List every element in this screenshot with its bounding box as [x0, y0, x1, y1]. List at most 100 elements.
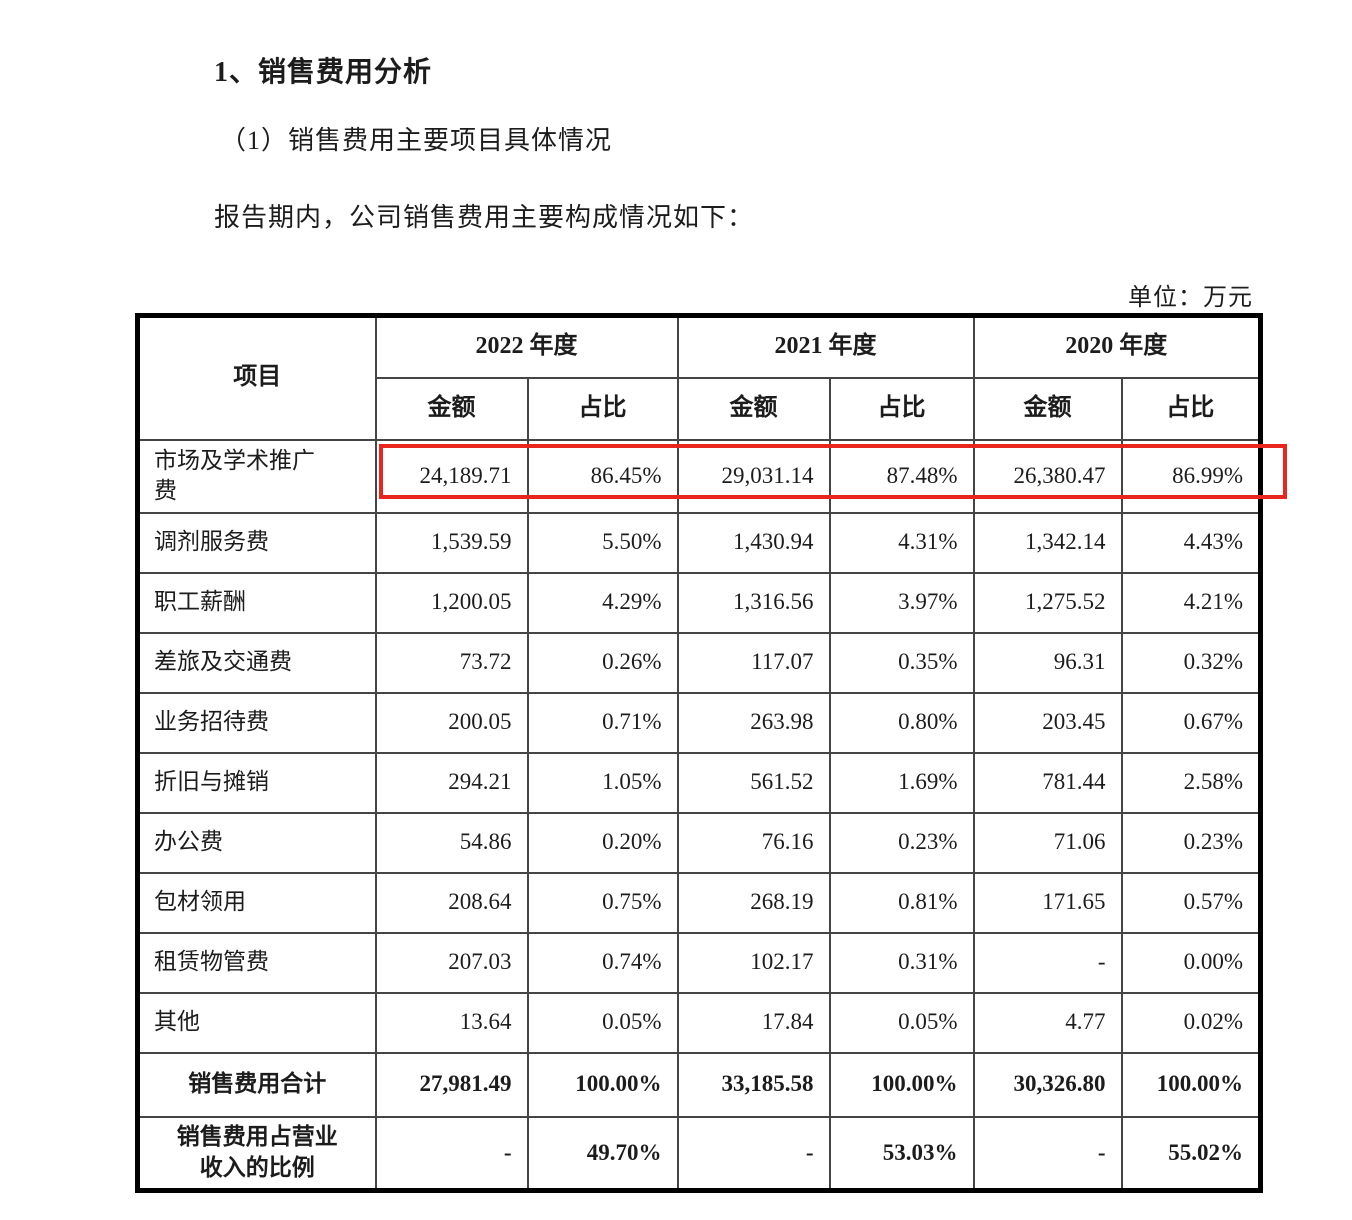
table-row: 差旅及交通费 73.72 0.26% 117.07 0.35% 96.31 0.… [136, 631, 1262, 694]
cell-value: 27,981.49 [374, 1051, 529, 1118]
cell-value: 1,316.56 [676, 571, 831, 634]
row-label: 其他 [136, 991, 377, 1054]
table-row: 租赁物管费 207.03 0.74% 102.17 0.31% - 0.00% [136, 931, 1262, 994]
unit-label: 单位：万元 [1128, 285, 1253, 311]
cell-value: 0.05% [526, 991, 679, 1054]
table-row: 职工薪酬 1,200.05 4.29% 1,316.56 3.97% 1,275… [136, 571, 1262, 634]
cell-value: 3.97% [828, 571, 975, 634]
header-amount-2020: 金额 [972, 376, 1123, 441]
cell-value: 54.86 [374, 811, 529, 874]
table-header-years: 项目 2022 年度 2021 年度 2020 年度 [136, 314, 1262, 441]
cell-value: 171.65 [972, 871, 1123, 934]
row-label: 调剂服务费 [136, 511, 377, 574]
cell-value: 1.05% [526, 751, 679, 814]
header-ratio-2020: 占比 [1120, 376, 1262, 441]
cell-value: 71.06 [972, 811, 1123, 874]
header-amount-2022: 金额 [374, 376, 529, 441]
cell-value: 13.64 [374, 991, 529, 1054]
cell-value: 0.67% [1120, 691, 1262, 754]
cell-value: 0.81% [828, 871, 975, 934]
cell-value: 0.57% [1120, 871, 1262, 934]
cell-value: 208.64 [374, 871, 529, 934]
table-row: 业务招待费 200.05 0.71% 263.98 0.80% 203.45 0… [136, 691, 1262, 754]
cell-value: 4.43% [1120, 511, 1262, 574]
header-year-2020: 2020 年度 [972, 314, 1262, 379]
cell-value: 73.72 [374, 631, 529, 694]
table-row: 包材领用 208.64 0.75% 268.19 0.81% 171.65 0.… [136, 871, 1262, 934]
cell-value: 561.52 [676, 751, 831, 814]
cell-value: 207.03 [374, 931, 529, 994]
subsection-heading: （1）销售费用主要项目具体情况 [220, 126, 613, 155]
cell-value: 0.35% [828, 631, 975, 694]
cell-value: 102.17 [676, 931, 831, 994]
header-item: 项目 [136, 314, 377, 441]
cell-value: 0.32% [1120, 631, 1262, 694]
cell-value: 100.00% [828, 1051, 975, 1118]
cell-value: 0.31% [828, 931, 975, 994]
cell-value: 4.29% [526, 571, 679, 634]
cell-value: 29,031.14 [676, 438, 831, 514]
cell-value: 4.21% [1120, 571, 1262, 634]
cell-value: - [676, 1115, 831, 1192]
cell-value: 203.45 [972, 691, 1123, 754]
cell-value: 0.05% [828, 991, 975, 1054]
cell-value: 17.84 [676, 991, 831, 1054]
row-label: 业务招待费 [136, 691, 377, 754]
cell-value: 1,539.59 [374, 511, 529, 574]
cell-value: 0.23% [828, 811, 975, 874]
cell-value: 0.75% [526, 871, 679, 934]
header-ratio-2022: 占比 [526, 376, 679, 441]
cell-value: 0.71% [526, 691, 679, 754]
cell-value: 0.80% [828, 691, 975, 754]
cell-value: 86.45% [526, 438, 679, 514]
header-amount-2021: 金额 [676, 376, 831, 441]
row-label: 包材领用 [136, 871, 377, 934]
cell-value: - [374, 1115, 529, 1192]
cell-value: 96.31 [972, 631, 1123, 694]
row-label: 职工薪酬 [136, 571, 377, 634]
cell-value: 76.16 [676, 811, 831, 874]
table-row: 调剂服务费 1,539.59 5.50% 1,430.94 4.31% 1,34… [136, 511, 1262, 574]
cell-value: 53.03% [828, 1115, 975, 1192]
row-label: 差旅及交通费 [136, 631, 377, 694]
cell-value: 0.02% [1120, 991, 1262, 1054]
cell-value: 0.26% [526, 631, 679, 694]
cell-value: 100.00% [1120, 1051, 1262, 1118]
cell-value: 86.99% [1120, 438, 1262, 514]
table-row: 折旧与摊销 294.21 1.05% 561.52 1.69% 781.44 2… [136, 751, 1262, 814]
cell-value: 0.20% [526, 811, 679, 874]
header-year-2022: 2022 年度 [374, 314, 679, 379]
header-year-2021: 2021 年度 [676, 314, 975, 379]
cell-value: 49.70% [526, 1115, 679, 1192]
row-label: 销售费用合计 [136, 1051, 377, 1118]
row-label: 折旧与摊销 [136, 751, 377, 814]
row-label: 销售费用占营业收入的比例 [136, 1115, 377, 1192]
section-heading: 1、销售费用分析 [214, 57, 433, 88]
sales-expense-table: 项目 2022 年度 2021 年度 2020 年度 金额 占比 金额 占比 金… [135, 313, 1263, 1193]
cell-value: 5.50% [526, 511, 679, 574]
cell-value: 87.48% [828, 438, 975, 514]
cell-value: 100.00% [526, 1051, 679, 1118]
table-row-ratio: 销售费用占营业收入的比例 - 49.70% - 53.03% - 55.02% [136, 1115, 1262, 1192]
row-label: 租赁物管费 [136, 931, 377, 994]
cell-value: 1,342.14 [972, 511, 1123, 574]
cell-value: 0.00% [1120, 931, 1262, 994]
cell-value: 55.02% [1120, 1115, 1262, 1192]
cell-value: 268.19 [676, 871, 831, 934]
cell-value: 4.77 [972, 991, 1123, 1054]
table-row: 市场及学术推广费 24,189.71 86.45% 29,031.14 87.4… [136, 438, 1262, 514]
cell-value: 24,189.71 [374, 438, 529, 514]
cell-value: 1,275.52 [972, 571, 1123, 634]
cell-value: 200.05 [374, 691, 529, 754]
table-row-total: 销售费用合计 27,981.49 100.00% 33,185.58 100.0… [136, 1051, 1262, 1118]
cell-value: 294.21 [374, 751, 529, 814]
cell-value: 4.31% [828, 511, 975, 574]
table-header-subcols: 金额 占比 金额 占比 金额 占比 [138, 376, 1262, 441]
cell-value: 781.44 [972, 751, 1123, 814]
table-row: 办公费 54.86 0.20% 76.16 0.23% 71.06 0.23% [136, 811, 1262, 874]
cell-value: 30,326.80 [972, 1051, 1123, 1118]
cell-value: - [972, 931, 1123, 994]
row-label: 办公费 [136, 811, 377, 874]
cell-value: 117.07 [676, 631, 831, 694]
